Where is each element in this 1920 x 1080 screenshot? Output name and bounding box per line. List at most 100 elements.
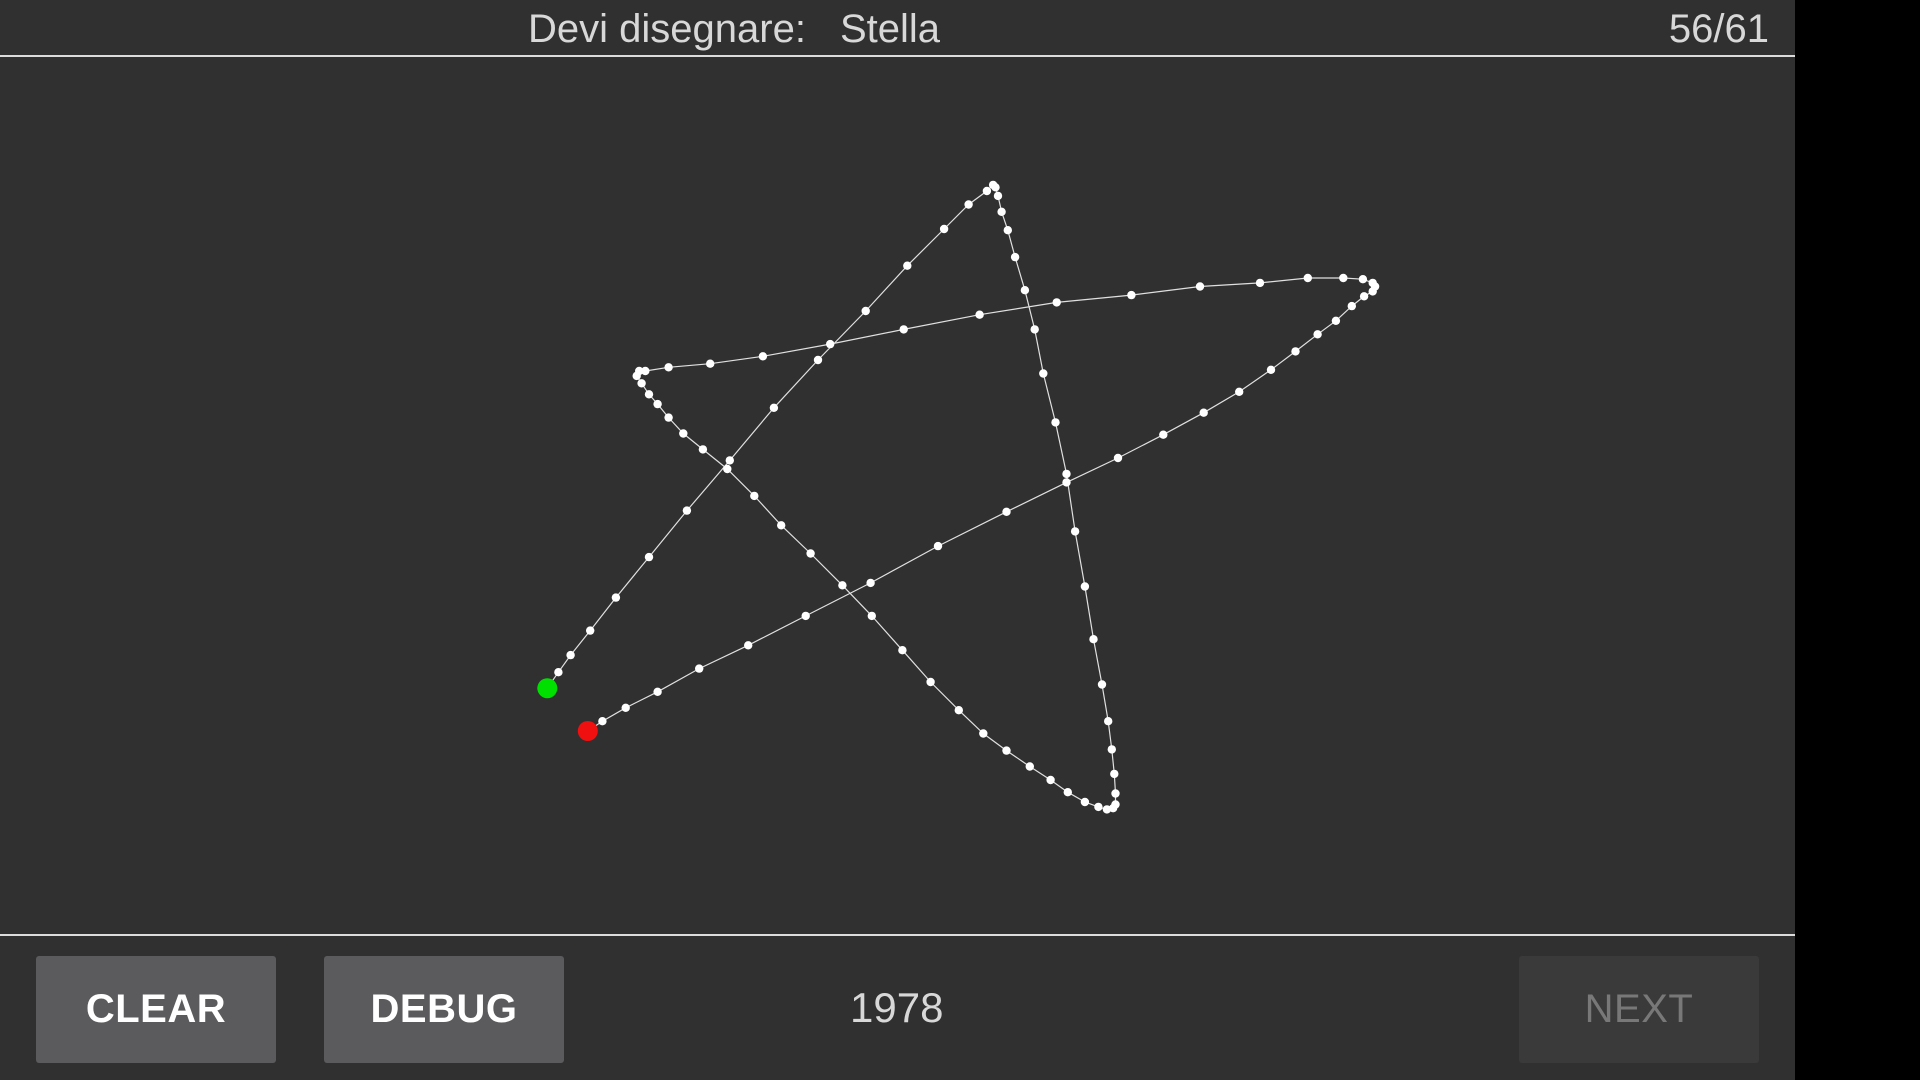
drawing-svg[interactable] bbox=[0, 57, 1795, 934]
stroke-point bbox=[1127, 290, 1136, 300]
stroke-point bbox=[975, 310, 984, 319]
score-value: 1978 bbox=[850, 984, 944, 1031]
footer-bar: CLEAR DEBUG 1978 NEXT bbox=[0, 934, 1795, 1080]
stroke-point bbox=[933, 541, 943, 551]
stroke-point bbox=[954, 706, 963, 715]
stroke-point bbox=[867, 611, 876, 621]
progress-counter: 56/61 bbox=[1668, 7, 1769, 51]
stroke-point bbox=[1266, 365, 1276, 374]
stroke-point bbox=[653, 687, 662, 696]
stroke-point bbox=[939, 224, 949, 234]
stroke-point bbox=[861, 306, 870, 316]
stroke-point bbox=[706, 359, 715, 368]
stroke-point bbox=[1331, 316, 1341, 325]
stroke-point bbox=[641, 366, 650, 376]
stroke-point bbox=[801, 611, 810, 621]
stroke-point bbox=[750, 491, 759, 501]
stroke-point bbox=[777, 521, 786, 530]
stroke-point bbox=[682, 506, 692, 515]
stroke-point bbox=[637, 379, 646, 388]
stroke-point bbox=[1039, 369, 1048, 378]
next-button[interactable]: NEXT bbox=[1519, 956, 1759, 1063]
stroke-point bbox=[586, 626, 595, 635]
stroke-point bbox=[979, 729, 988, 738]
stroke-point bbox=[1159, 430, 1168, 439]
stroke-point bbox=[1052, 298, 1061, 307]
end-point-marker bbox=[577, 721, 598, 741]
stroke-point bbox=[813, 355, 823, 365]
stroke-point bbox=[635, 366, 644, 376]
stroke-point bbox=[1111, 789, 1120, 798]
stroke-point bbox=[926, 677, 935, 687]
stroke-point bbox=[1102, 805, 1112, 814]
prompt: Devi disegnare: Stella bbox=[528, 4, 940, 54]
header-bar: Devi disegnare: Stella 56/61 bbox=[0, 0, 1795, 57]
stroke-point bbox=[723, 464, 732, 474]
stroke-point bbox=[1063, 788, 1073, 797]
stroke-point bbox=[838, 581, 847, 590]
drawing-canvas[interactable] bbox=[0, 57, 1795, 934]
stroke-point bbox=[1025, 762, 1035, 771]
stroke-point bbox=[1195, 282, 1205, 291]
stroke-point bbox=[991, 183, 1000, 192]
stroke-point bbox=[1358, 275, 1368, 284]
stroke-point bbox=[664, 363, 673, 372]
stroke-point bbox=[598, 717, 607, 726]
stroke-point bbox=[1010, 252, 1020, 262]
stroke-point bbox=[1097, 680, 1107, 689]
clear-button[interactable]: CLEAR bbox=[36, 956, 276, 1063]
stroke-point bbox=[1089, 635, 1098, 644]
stroke-point bbox=[982, 186, 992, 196]
stroke-point bbox=[1020, 286, 1030, 295]
stroke-point bbox=[866, 578, 875, 588]
stroke-point bbox=[1368, 287, 1377, 296]
stroke-point bbox=[964, 200, 973, 209]
stroke-point bbox=[1104, 717, 1113, 726]
stroke-point bbox=[554, 668, 563, 677]
app-screen: Devi disegnare: Stella 56/61 CLEAR DEBUG … bbox=[0, 0, 1795, 1080]
debug-button[interactable]: DEBUG bbox=[324, 956, 564, 1063]
stroke-point bbox=[611, 593, 621, 602]
stroke-point bbox=[1080, 582, 1090, 591]
stroke-point bbox=[993, 191, 1003, 201]
stroke-point bbox=[1313, 330, 1322, 339]
stroke-point bbox=[1303, 273, 1313, 283]
stroke-line bbox=[546, 184, 1376, 811]
start-point-marker bbox=[537, 678, 558, 699]
stroke-point bbox=[806, 549, 815, 558]
stroke-point bbox=[1199, 408, 1208, 417]
stroke-point bbox=[1291, 347, 1300, 356]
stroke-point bbox=[679, 429, 688, 438]
stroke-point bbox=[1347, 301, 1357, 311]
stroke-point bbox=[653, 399, 662, 409]
stroke-point bbox=[664, 413, 673, 422]
stroke-point bbox=[758, 352, 768, 361]
stroke-point bbox=[1113, 453, 1123, 463]
stroke-point bbox=[997, 207, 1006, 216]
stroke-point bbox=[898, 646, 907, 655]
prompt-label: Devi disegnare: bbox=[528, 7, 806, 51]
stroke-point bbox=[725, 456, 734, 465]
stroke-point bbox=[1094, 802, 1103, 812]
stroke-point bbox=[644, 390, 654, 399]
stroke-point bbox=[1339, 273, 1348, 283]
stroke-point bbox=[1107, 745, 1117, 754]
stroke-point bbox=[698, 445, 708, 454]
stroke-point bbox=[1062, 478, 1071, 487]
stroke-point bbox=[1002, 746, 1011, 755]
stroke-point bbox=[1235, 387, 1244, 396]
stroke-point bbox=[644, 552, 654, 562]
stroke-point bbox=[1003, 226, 1012, 235]
stroke-point bbox=[1062, 469, 1071, 479]
stroke-point bbox=[1080, 797, 1090, 807]
stroke-point bbox=[769, 403, 779, 412]
stroke-point bbox=[1046, 775, 1055, 785]
stroke-point bbox=[1030, 325, 1039, 334]
stroke-point bbox=[695, 664, 704, 673]
stroke-point bbox=[621, 703, 630, 712]
stroke-point bbox=[1002, 507, 1011, 516]
stroke-point bbox=[899, 325, 908, 334]
stroke-point bbox=[1110, 769, 1119, 779]
stroke-point bbox=[1070, 527, 1080, 536]
stroke-point bbox=[744, 641, 753, 650]
